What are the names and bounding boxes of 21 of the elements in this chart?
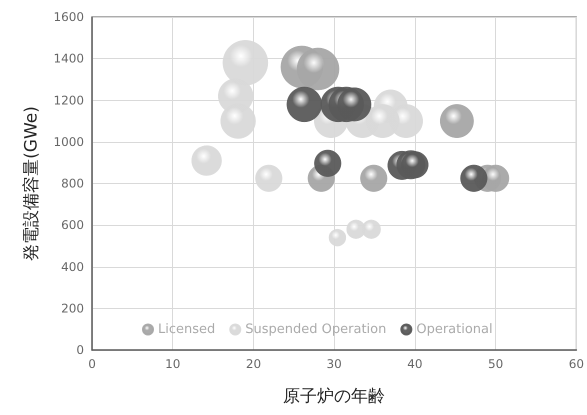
y-axis-title: 発電設備容量(GWe) [22,106,42,261]
x-axis-title: 原子炉の年齢 [283,386,386,406]
y-tick-label: 1600 [53,10,84,24]
x-tick-label: 40 [407,357,423,371]
x-tick-label: 50 [488,357,504,371]
y-tick-label: 600 [61,218,84,232]
y-tick-label: 1400 [53,52,84,66]
legend-label: Licensed [158,322,216,337]
x-tick-label: 10 [165,357,180,371]
y-tick-label: 200 [61,301,84,316]
legend-label: Suspended Operation [245,322,386,337]
y-tick-label: 1200 [53,93,84,108]
x-tick-label: 30 [326,357,342,371]
y-tick-label: 0 [76,343,84,357]
y-tick-label: 1000 [53,134,84,149]
legend-label: Operational [416,322,493,337]
x-tick-label: 60 [568,357,584,371]
x-tick-label: 0 [88,357,96,371]
x-tick-label: 20 [246,357,262,371]
y-tick-label: 800 [61,176,84,190]
y-tick-label: 400 [61,260,84,274]
